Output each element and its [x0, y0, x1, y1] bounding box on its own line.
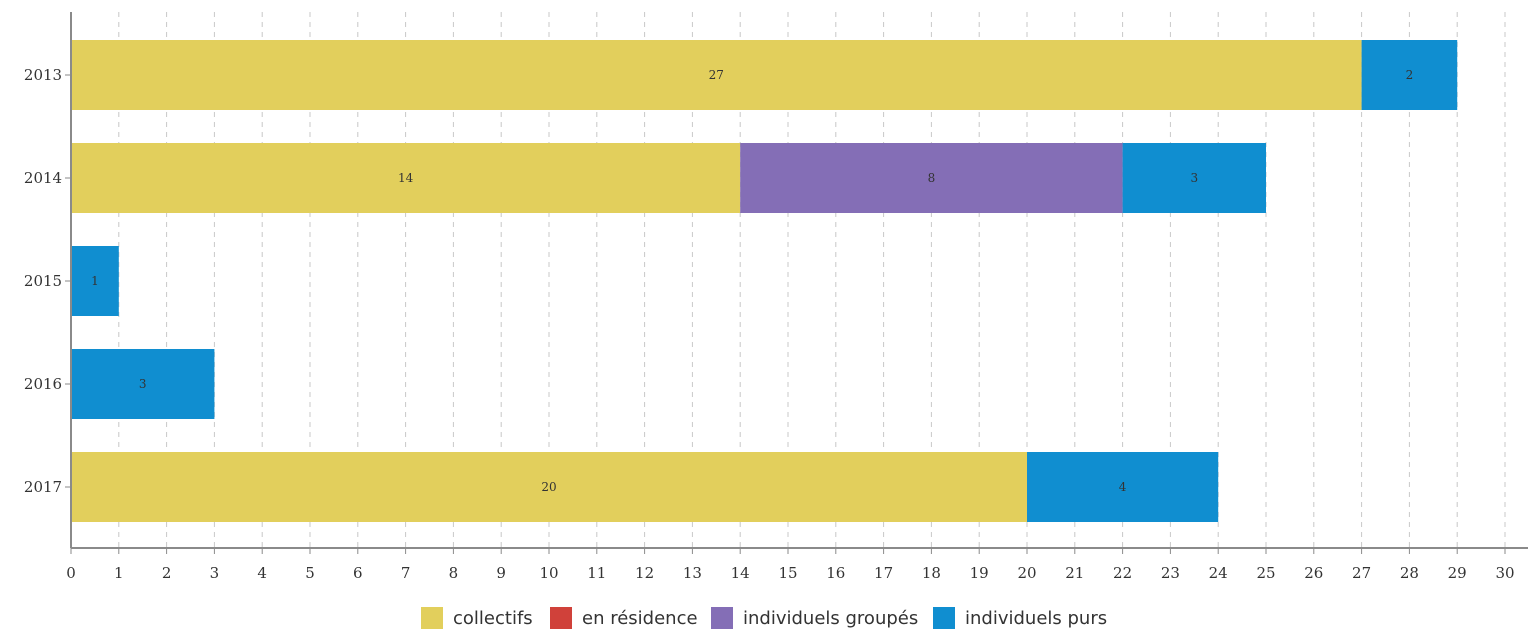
bars: 27 2 14 8 3 1 3 20 4 — [71, 40, 1458, 522]
bar-2014-series-3 — [1122, 143, 1266, 213]
x-tick-label-22: 22 — [1113, 564, 1132, 582]
data-label-2014-series-3: 3 — [1190, 171, 1198, 185]
x-tick-label-9: 9 — [496, 564, 506, 582]
x-tick-label-17: 17 — [874, 564, 893, 582]
bar-2014-series-0 — [71, 143, 741, 213]
data-label-2013-series-0: 27 — [709, 68, 724, 82]
bar-2015-series-3 — [71, 246, 119, 316]
x-tick-label-25: 25 — [1256, 564, 1275, 582]
x-tick-label-8: 8 — [449, 564, 459, 582]
x-tick-label-23: 23 — [1161, 564, 1180, 582]
data-label-2014-series-0: 14 — [398, 171, 414, 185]
y-tick-label-2013: 2013 — [24, 66, 62, 84]
data-label-2013-series-3: 2 — [1406, 68, 1414, 82]
legend-swatch-0 — [421, 607, 443, 629]
legend-swatch-2 — [711, 607, 733, 629]
x-tick-label-28: 28 — [1400, 564, 1419, 582]
legend-label-3: individuels purs — [965, 608, 1107, 629]
bar-2014-series-2 — [740, 143, 1123, 213]
y-tick-label-2014: 2014 — [24, 169, 62, 187]
y-tick-label-2017: 2017 — [24, 478, 62, 496]
x-tick-label-4: 4 — [257, 564, 267, 582]
data-label-2017-series-0: 20 — [541, 480, 556, 494]
x-tick-label-0: 0 — [66, 564, 76, 582]
x-tick-label-3: 3 — [210, 564, 220, 582]
legend-swatch-1 — [550, 607, 572, 629]
bar-2016-series-3 — [71, 349, 215, 419]
x-tick-label-27: 27 — [1352, 564, 1371, 582]
legend-label-2: individuels groupés — [743, 608, 918, 629]
x-tick-label-12: 12 — [635, 564, 654, 582]
x-tick-label-21: 21 — [1065, 564, 1084, 582]
x-tick-label-16: 16 — [826, 564, 845, 582]
bar-2017-series-0 — [71, 452, 1027, 522]
x-tick-label-19: 19 — [970, 564, 989, 582]
x-tick-label-2: 2 — [162, 564, 172, 582]
data-label-2014-series-2: 8 — [928, 171, 936, 185]
legend: collectifs en résidence individuels groupé… — [421, 607, 1107, 629]
bar-2017-series-3 — [1027, 452, 1219, 522]
data-label-2015-series-3: 1 — [91, 274, 99, 288]
y-tick-label-2016: 2016 — [24, 375, 62, 393]
x-tick-label-10: 10 — [539, 564, 558, 582]
x-tick-label-6: 6 — [353, 564, 363, 582]
x-tick-label-20: 20 — [1017, 564, 1036, 582]
x-tick-label-18: 18 — [922, 564, 941, 582]
bar-2013-series-0 — [71, 40, 1362, 110]
data-label-2017-series-3: 4 — [1119, 480, 1127, 494]
x-tick-label-29: 29 — [1448, 564, 1467, 582]
x-tick-label-26: 26 — [1304, 564, 1323, 582]
x-tick-label-13: 13 — [683, 564, 702, 582]
data-label-2016-series-3: 3 — [139, 377, 147, 391]
x-tick-label-5: 5 — [305, 564, 315, 582]
x-tick-label-30: 30 — [1495, 564, 1514, 582]
x-tick-label-7: 7 — [401, 564, 411, 582]
x-tick-label-11: 11 — [587, 564, 606, 582]
legend-label-1: en résidence — [582, 608, 698, 629]
y-tick-label-2015: 2015 — [24, 272, 62, 290]
x-tick-label-14: 14 — [731, 564, 750, 582]
x-tick-label-15: 15 — [778, 564, 797, 582]
axes: 0 1 2 3 4 5 6 7 8 9 10 11 12 13 14 15 16 17 18 19 20 21 22 23 24… — [24, 12, 1528, 582]
legend-swatch-3 — [933, 607, 955, 629]
x-tick-label-1: 1 — [114, 564, 124, 582]
x-tick-label-24: 24 — [1209, 564, 1228, 582]
bar-2013-series-3 — [1361, 40, 1458, 110]
legend-label-0: collectifs — [453, 608, 533, 629]
